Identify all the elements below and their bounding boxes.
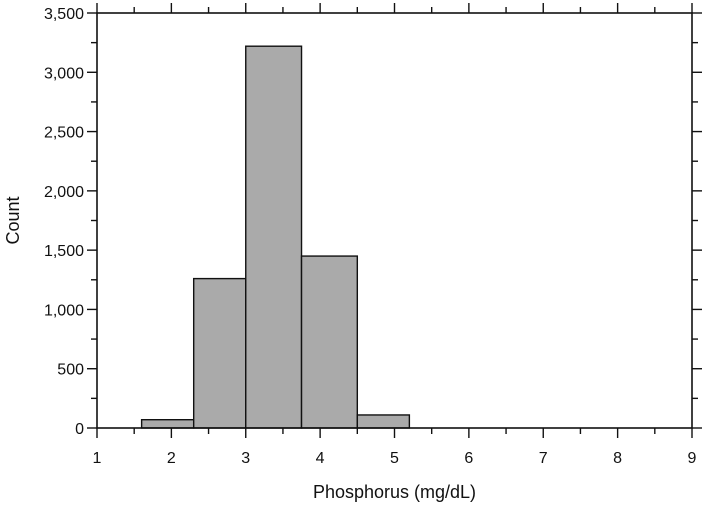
plot-frame — [96, 12, 693, 429]
histogram-bar-0 — [140, 419, 195, 429]
x-axis-title: Phosphorus (mg/dL) — [313, 482, 476, 502]
y-tick-label: 500 — [57, 362, 84, 379]
x-axis-tick-labels: 1 2 3 4 5 6 7 8 9 — [93, 450, 697, 467]
bars-group — [140, 45, 411, 429]
y-tick-label: 2,000 — [44, 184, 84, 201]
y-axis-title: Count — [3, 196, 23, 244]
x-tick-label: 4 — [316, 450, 325, 467]
y-tick-label: 1,000 — [44, 302, 84, 319]
y-axis-ticks — [87, 12, 702, 429]
y-tick-label: 2,500 — [44, 125, 84, 142]
histogram-bar-4 — [356, 414, 411, 429]
y-tick-label: 3,500 — [44, 6, 84, 23]
x-tick-label: 3 — [241, 450, 250, 467]
x-tick-label: 5 — [390, 450, 399, 467]
y-tick-label: 1,500 — [44, 243, 84, 260]
y-axis-tick-labels: 0 500 1,000 1,500 2,000 2,500 3,000 3,500 — [44, 6, 84, 438]
x-tick-label: 6 — [464, 450, 473, 467]
x-axis-ticks — [96, 3, 693, 438]
histogram-bar-3 — [300, 255, 359, 429]
x-tick-label: 8 — [613, 450, 622, 467]
histogram-bar-1 — [192, 277, 247, 429]
y-tick-label: 0 — [75, 421, 84, 438]
y-tick-label: 3,000 — [44, 65, 84, 82]
x-tick-label: 1 — [93, 450, 102, 467]
x-tick-label: 7 — [539, 450, 548, 467]
x-tick-label: 2 — [167, 450, 176, 467]
x-tick-label: 9 — [688, 450, 697, 467]
histogram-bar-2 — [245, 45, 303, 429]
